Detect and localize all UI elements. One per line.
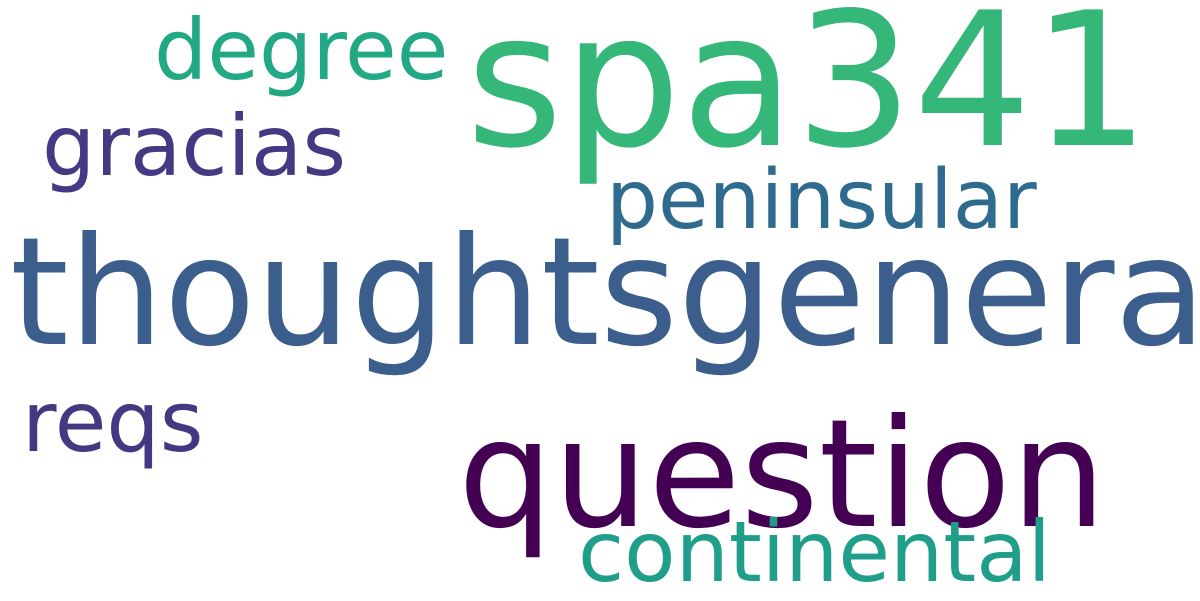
word-question: question [458, 388, 1107, 562]
word-thoughtsgeneral: thoughtsgeneral [10, 206, 1200, 380]
word-spa341: spa341 [466, 0, 1150, 189]
word-continental: continental [578, 503, 1051, 601]
word-reqs: reqs [22, 373, 204, 471]
word-degree: degree [154, 1, 449, 99]
word-gracias: gracias [42, 97, 347, 195]
word-peninsular: peninsular [606, 153, 1037, 248]
